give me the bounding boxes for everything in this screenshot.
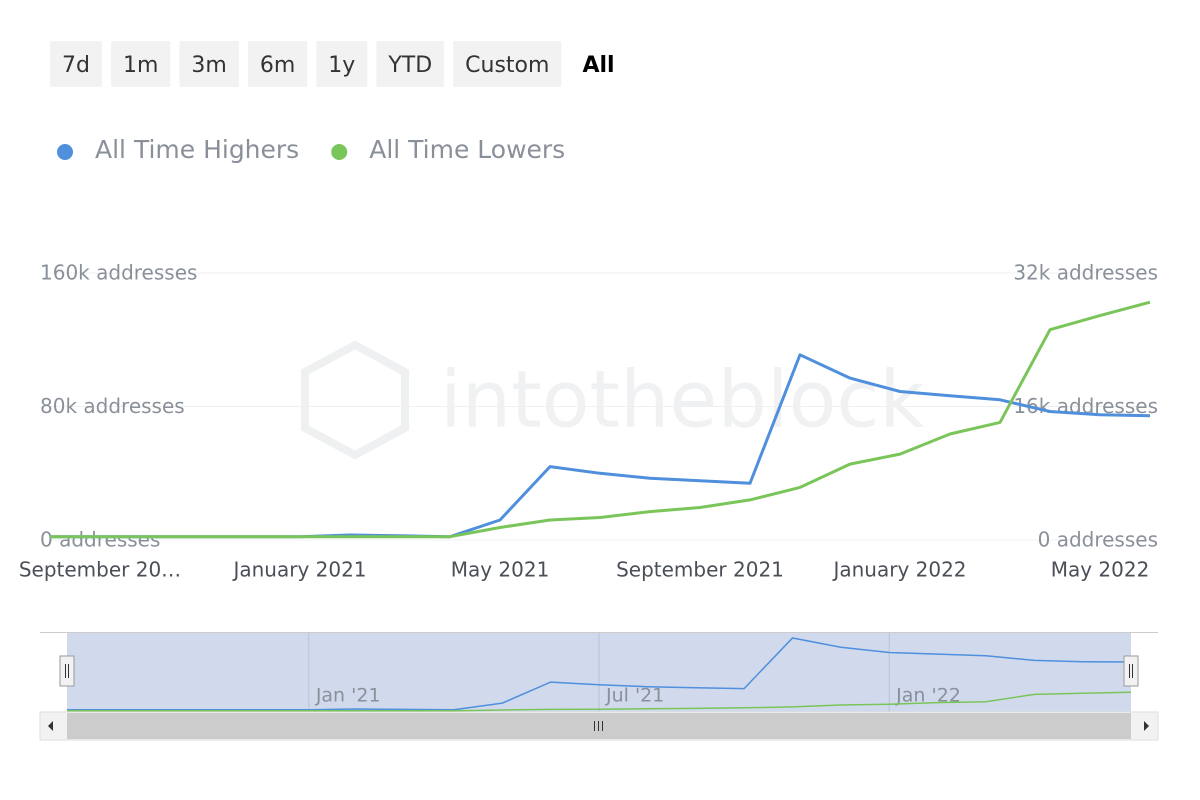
- x-tick-label: May 2021: [451, 558, 550, 582]
- range-button[interactable]: [247, 41, 308, 87]
- y2-tick-label: 0 addresses: [1038, 528, 1158, 552]
- navigator: Jan '21 Jul '21 Jan '22: [40, 632, 1158, 712]
- x-tick-label: September 20…: [19, 558, 181, 582]
- x-tick-label: January 2022: [831, 558, 966, 582]
- handle-right[interactable]: [1123, 655, 1139, 687]
- range-button[interactable]: [110, 41, 171, 87]
- series-line: [50, 300, 1151, 539]
- range-buttons: 7d 1m 3m 6m 1y YTD Custom All: [50, 41, 615, 87]
- navigator-tick-label: Jul '21: [605, 685, 664, 707]
- watermark-text: intotheblock: [440, 355, 924, 445]
- range-button[interactable]: [50, 41, 102, 87]
- legend-marker[interactable]: [331, 144, 348, 160]
- range-button[interactable]: [453, 41, 562, 87]
- range-button[interactable]: [376, 41, 445, 87]
- range-button[interactable]: [179, 41, 239, 87]
- y-tick-label: 80k addresses: [40, 394, 185, 418]
- range-button-label: 1m: [123, 53, 158, 78]
- watermark: intotheblock: [301, 340, 924, 460]
- navigator-line: [67, 637, 1132, 711]
- legend: All Time Highers All Time Lowers: [57, 135, 565, 164]
- watermark-logo: [301, 340, 409, 460]
- range-button[interactable]: [316, 41, 368, 87]
- navigator-tick-label: Jan '22: [895, 685, 961, 707]
- range-button-label: 3m: [191, 53, 226, 78]
- navigator-line: [67, 691, 1132, 712]
- range-button-label: Custom: [465, 53, 549, 78]
- y2-tick-label: 32k addresses: [1013, 261, 1158, 285]
- x-tick-label: January 2021: [231, 558, 366, 582]
- scroll-right-arrow[interactable]: [1144, 721, 1149, 731]
- range-button-label: 1y: [328, 53, 355, 78]
- navigator-controls: [39, 655, 1159, 741]
- range-button-label: 6m: [260, 53, 295, 78]
- plot: 0 addresses 80k addresses 160k addresses 0 …: [19, 261, 1158, 582]
- navigator-tick-label: Jan '21: [315, 685, 381, 707]
- scroll-left-arrow[interactable]: [48, 721, 53, 731]
- handle-left[interactable]: [59, 655, 75, 687]
- legend-label[interactable]: All Time Highers: [95, 135, 299, 164]
- range-button-label: YTD: [387, 53, 432, 78]
- y-tick-label: 0 addresses: [40, 528, 160, 552]
- y-tick-label: 160k addresses: [40, 261, 197, 285]
- range-button-label: 7d: [62, 53, 90, 78]
- legend-label[interactable]: All Time Lowers: [369, 135, 565, 164]
- legend-marker[interactable]: [57, 144, 73, 160]
- x-tick-label: September 2021: [616, 558, 784, 582]
- x-tick-label: May 2022: [1051, 558, 1150, 582]
- range-button-label: All: [582, 53, 614, 78]
